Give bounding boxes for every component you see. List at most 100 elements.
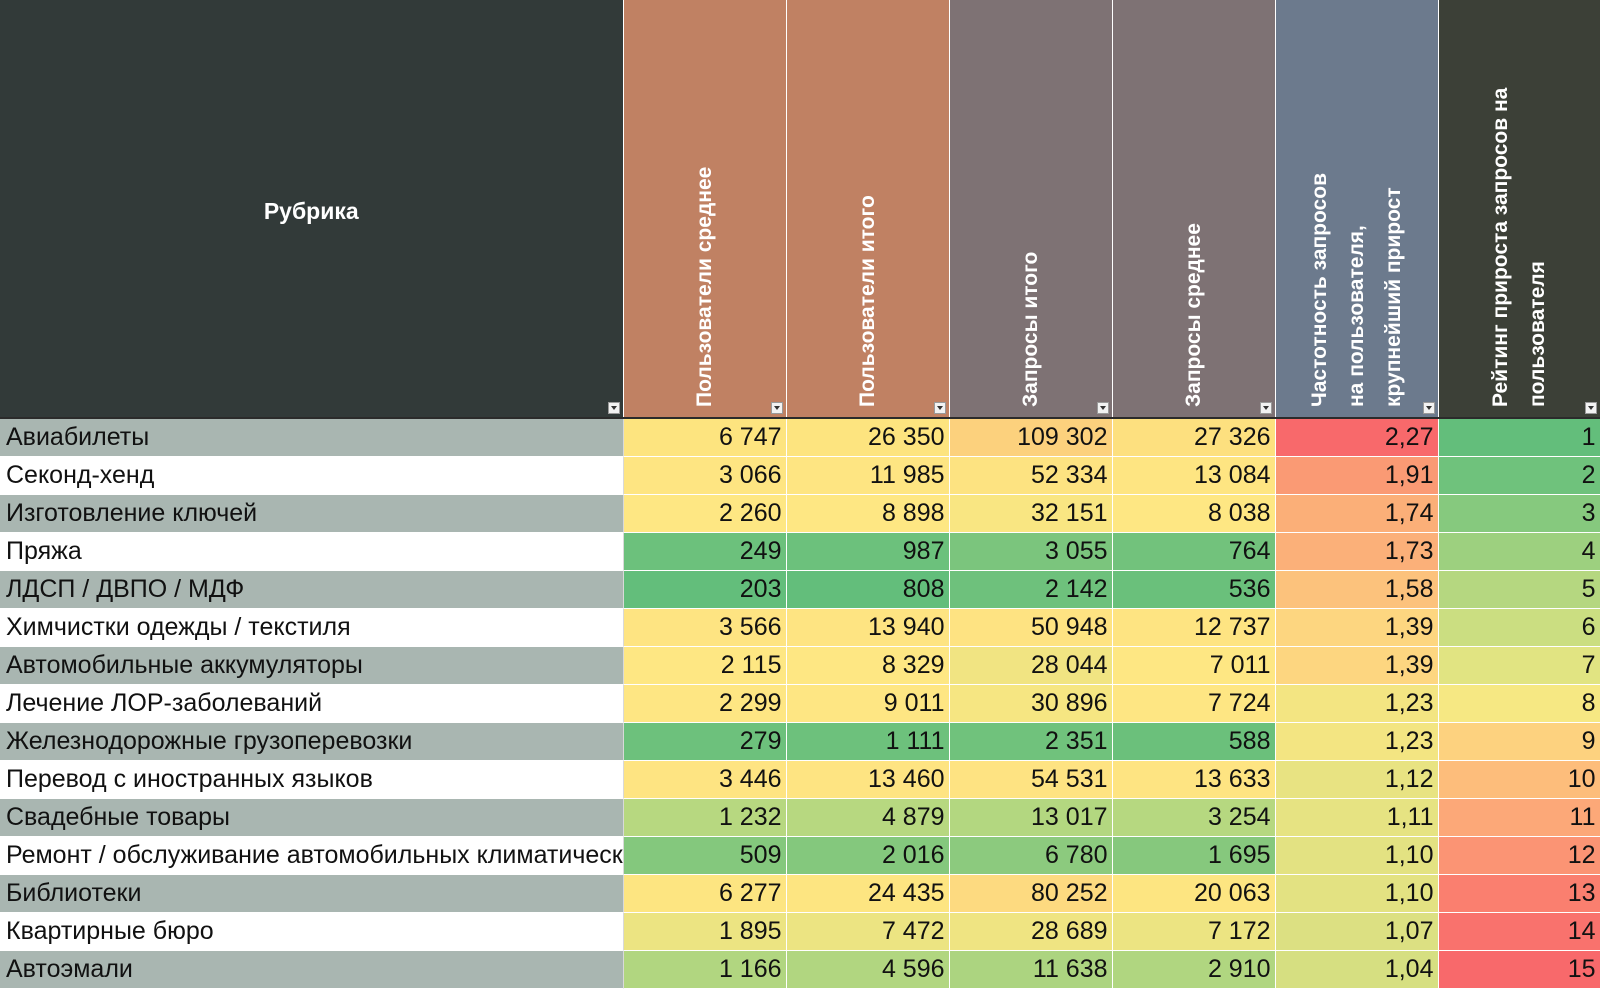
- cell-rubric[interactable]: Изготовление ключей: [0, 494, 624, 533]
- cell-users_total[interactable]: 8 329: [786, 646, 950, 685]
- cell-rubric[interactable]: Лечение ЛОР-заболеваний: [0, 684, 624, 723]
- cell-freq[interactable]: 1,74: [1275, 494, 1439, 533]
- cell-users_avg[interactable]: 2 115: [623, 646, 787, 685]
- cell-users_avg[interactable]: 509: [623, 836, 787, 875]
- cell-users_total[interactable]: 11 985: [786, 456, 950, 495]
- cell-freq[interactable]: 1,73: [1275, 532, 1439, 571]
- cell-rating[interactable]: 2: [1438, 456, 1600, 495]
- filter-dropdown-icon[interactable]: [1096, 402, 1109, 414]
- cell-req_total[interactable]: 2 142: [949, 570, 1113, 609]
- cell-users_total[interactable]: 13 460: [786, 760, 950, 799]
- cell-rubric[interactable]: Пряжа: [0, 532, 624, 571]
- cell-rubric[interactable]: Автоэмали: [0, 950, 624, 989]
- cell-freq[interactable]: 1,39: [1275, 608, 1439, 647]
- cell-req_avg[interactable]: 13 633: [1112, 760, 1276, 799]
- cell-req_total[interactable]: 52 334: [949, 456, 1113, 495]
- cell-users_avg[interactable]: 1 232: [623, 798, 787, 837]
- cell-req_total[interactable]: 13 017: [949, 798, 1113, 837]
- cell-users_total[interactable]: 8 898: [786, 494, 950, 533]
- cell-req_total[interactable]: 80 252: [949, 874, 1113, 913]
- cell-req_avg[interactable]: 27 326: [1112, 418, 1276, 457]
- cell-req_avg[interactable]: 2 910: [1112, 950, 1276, 989]
- cell-freq[interactable]: 1,58: [1275, 570, 1439, 609]
- cell-req_avg[interactable]: 8 038: [1112, 494, 1276, 533]
- cell-freq[interactable]: 1,23: [1275, 684, 1439, 723]
- cell-rating[interactable]: 3: [1438, 494, 1600, 533]
- cell-users_avg[interactable]: 249: [623, 532, 787, 571]
- cell-rating[interactable]: 6: [1438, 608, 1600, 647]
- column-header-rating[interactable]: Рейтинг прироста запросов на пользователя: [1438, 0, 1600, 419]
- cell-req_total[interactable]: 30 896: [949, 684, 1113, 723]
- cell-rubric[interactable]: Авиабилеты: [0, 418, 624, 457]
- cell-req_avg[interactable]: 764: [1112, 532, 1276, 571]
- cell-users_total[interactable]: 808: [786, 570, 950, 609]
- cell-req_avg[interactable]: 7 724: [1112, 684, 1276, 723]
- cell-req_total[interactable]: 50 948: [949, 608, 1113, 647]
- cell-rubric[interactable]: Перевод с иностранных языков: [0, 760, 624, 799]
- cell-users_avg[interactable]: 1 166: [623, 950, 787, 989]
- cell-users_total[interactable]: 24 435: [786, 874, 950, 913]
- cell-req_total[interactable]: 6 780: [949, 836, 1113, 875]
- column-header-freq[interactable]: Частотность запросов на пользователя, круп…: [1275, 0, 1439, 419]
- cell-req_total[interactable]: 109 302: [949, 418, 1113, 457]
- cell-users_total[interactable]: 2 016: [786, 836, 950, 875]
- cell-rating[interactable]: 4: [1438, 532, 1600, 571]
- cell-freq[interactable]: 1,23: [1275, 722, 1439, 761]
- cell-users_total[interactable]: 9 011: [786, 684, 950, 723]
- cell-users_avg[interactable]: 2 299: [623, 684, 787, 723]
- cell-rating[interactable]: 12: [1438, 836, 1600, 875]
- cell-rubric[interactable]: Библиотеки: [0, 874, 624, 913]
- cell-users_avg[interactable]: 6 747: [623, 418, 787, 457]
- cell-users_total[interactable]: 13 940: [786, 608, 950, 647]
- cell-users_avg[interactable]: 203: [623, 570, 787, 609]
- cell-rubric[interactable]: Ремонт / обслуживание автомобильных клим…: [0, 836, 624, 875]
- cell-req_total[interactable]: 11 638: [949, 950, 1113, 989]
- column-header-req_total[interactable]: Запросы итого: [949, 0, 1113, 419]
- column-header-rubric[interactable]: Рубрика: [0, 0, 624, 419]
- cell-users_avg[interactable]: 3 066: [623, 456, 787, 495]
- cell-rubric[interactable]: Квартирные бюро: [0, 912, 624, 951]
- cell-req_avg[interactable]: 3 254: [1112, 798, 1276, 837]
- column-header-req_avg[interactable]: Запросы среднее: [1112, 0, 1276, 419]
- cell-req_avg[interactable]: 12 737: [1112, 608, 1276, 647]
- cell-freq[interactable]: 1,07: [1275, 912, 1439, 951]
- cell-req_total[interactable]: 28 689: [949, 912, 1113, 951]
- cell-req_avg[interactable]: 1 695: [1112, 836, 1276, 875]
- cell-freq[interactable]: 1,11: [1275, 798, 1439, 837]
- cell-users_total[interactable]: 987: [786, 532, 950, 571]
- cell-req_avg[interactable]: 20 063: [1112, 874, 1276, 913]
- cell-rubric[interactable]: Свадебные товары: [0, 798, 624, 837]
- cell-req_total[interactable]: 28 044: [949, 646, 1113, 685]
- cell-rating[interactable]: 11: [1438, 798, 1600, 837]
- cell-users_total[interactable]: 4 879: [786, 798, 950, 837]
- cell-req_total[interactable]: 54 531: [949, 760, 1113, 799]
- cell-req_avg[interactable]: 7 172: [1112, 912, 1276, 951]
- cell-rating[interactable]: 5: [1438, 570, 1600, 609]
- cell-users_avg[interactable]: 3 446: [623, 760, 787, 799]
- filter-dropdown-icon[interactable]: [607, 402, 620, 414]
- cell-freq[interactable]: 1,12: [1275, 760, 1439, 799]
- cell-freq[interactable]: 1,10: [1275, 836, 1439, 875]
- cell-rating[interactable]: 10: [1438, 760, 1600, 799]
- cell-req_avg[interactable]: 13 084: [1112, 456, 1276, 495]
- cell-rating[interactable]: 1: [1438, 418, 1600, 457]
- cell-req_total[interactable]: 2 351: [949, 722, 1113, 761]
- cell-freq[interactable]: 1,04: [1275, 950, 1439, 989]
- filter-dropdown-icon[interactable]: [933, 402, 946, 414]
- cell-rating[interactable]: 13: [1438, 874, 1600, 913]
- cell-rating[interactable]: 8: [1438, 684, 1600, 723]
- cell-rubric[interactable]: Секонд-хенд: [0, 456, 624, 495]
- cell-users_total[interactable]: 1 111: [786, 722, 950, 761]
- cell-users_avg[interactable]: 2 260: [623, 494, 787, 533]
- cell-req_total[interactable]: 32 151: [949, 494, 1113, 533]
- cell-rubric[interactable]: ЛДСП / ДВПО / МДФ: [0, 570, 624, 609]
- cell-users_avg[interactable]: 1 895: [623, 912, 787, 951]
- cell-req_avg[interactable]: 588: [1112, 722, 1276, 761]
- filter-dropdown-icon[interactable]: [1259, 402, 1272, 414]
- cell-users_total[interactable]: 4 596: [786, 950, 950, 989]
- cell-req_total[interactable]: 3 055: [949, 532, 1113, 571]
- cell-rating[interactable]: 14: [1438, 912, 1600, 951]
- column-header-users_total[interactable]: Пользователи итого: [786, 0, 950, 419]
- cell-users_total[interactable]: 26 350: [786, 418, 950, 457]
- column-header-users_avg[interactable]: Пользователи среднее: [623, 0, 787, 419]
